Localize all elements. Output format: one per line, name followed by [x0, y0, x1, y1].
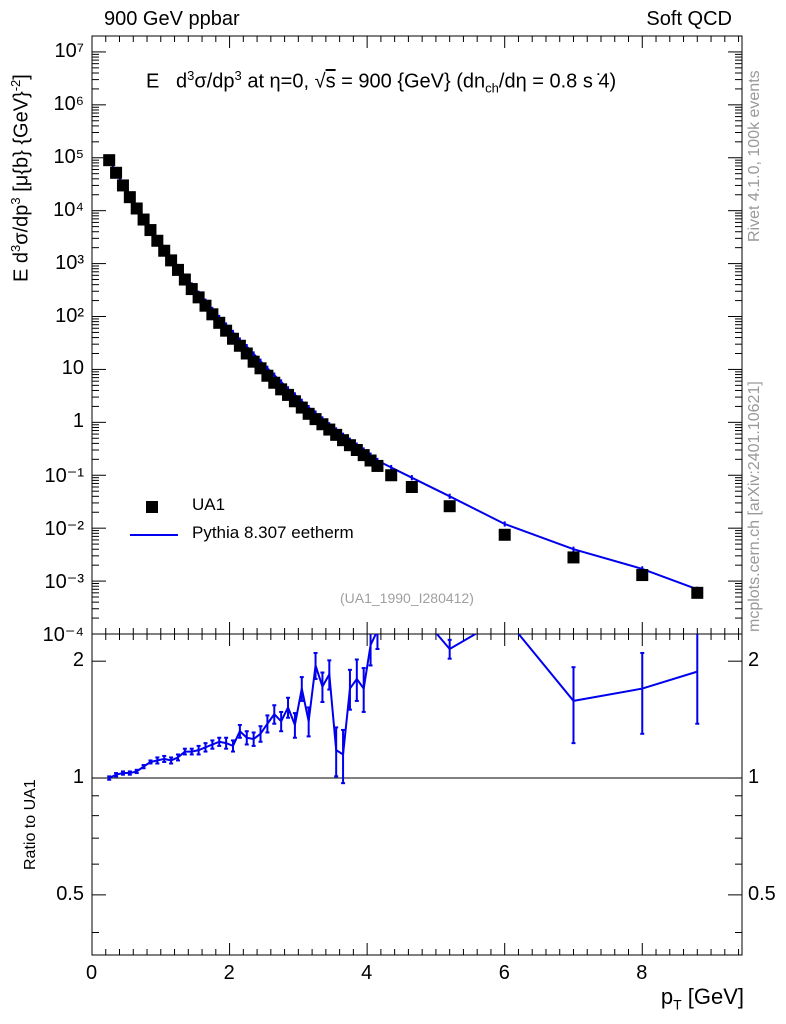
y-tick-label: 10⁶ [53, 92, 84, 115]
rivet-version-label: Rivet 4.1.0, 100k events [746, 70, 763, 242]
ua1-marker [130, 202, 143, 215]
ratio-y-tick-label: 1 [72, 766, 84, 789]
ratio-y-label: Ratio to UA1 [22, 779, 39, 870]
header-left: 900 GeV ppbar [104, 8, 240, 30]
ua1-marker [385, 469, 398, 482]
ua1-marker [567, 551, 580, 564]
y-tick-label: 10 [61, 357, 84, 380]
ratio-y-tick-label-right: 0.5 [748, 882, 776, 905]
x-tick-label: 2 [223, 962, 235, 984]
upper-frame [91, 35, 743, 635]
ua1-marker [116, 179, 129, 192]
y-tick-label: 10⁻⁴ [42, 624, 84, 646]
ua1-marker [178, 273, 191, 286]
plot-title: E d3σ/dp3 at η=0, √s = 900 {GeV} (dnch/d… [146, 68, 617, 96]
analysis-watermark: (UA1_1990_I280412) [340, 590, 474, 606]
x-axis-label: pT [GeV] [660, 984, 744, 1013]
y-tick-label: 10⁻¹ [44, 465, 84, 488]
legend-line-swatch [130, 534, 178, 536]
y-tick-label: 10⁵ [53, 145, 84, 168]
ua1-marker [171, 263, 184, 276]
y-tick-label: 10² [55, 304, 84, 327]
ua1-marker [443, 500, 456, 513]
mcplots-label: mcplots.cern.ch [arXiv:2401.10621] [746, 381, 763, 632]
ratio-y-tick-label: 2 [72, 649, 84, 672]
header-right: Soft QCD [646, 8, 732, 30]
ua1-marker [144, 224, 157, 237]
ratio-y-tick-label: 0.5 [56, 882, 84, 905]
ua1-marker [137, 213, 150, 226]
y-axis-label: E d3σ/dp3 [μ{b} {GeV}-2] [8, 74, 33, 282]
x-tick-label: 0 [86, 962, 98, 984]
ua1-marker [165, 254, 178, 267]
ratio-y-tick-label-right: 1 [748, 766, 760, 789]
ratio-y-tick-label-right: 2 [748, 649, 760, 672]
ua1-marker [636, 569, 649, 582]
y-tick-label: 10⁻² [44, 518, 84, 541]
legend-label-ua1: UA1 [192, 495, 226, 514]
ua1-marker [405, 480, 418, 493]
ratio-frame [91, 633, 743, 956]
y-tick-label: 10⁻³ [44, 571, 84, 594]
ratio-line [108, 634, 698, 779]
x-tick-label: 6 [498, 962, 510, 984]
ua1-marker [247, 355, 260, 368]
ua1-marker [498, 528, 511, 541]
ua1-marker [371, 459, 384, 472]
ua1-marker [151, 234, 164, 247]
x-tick-label: 4 [361, 962, 373, 984]
ua1-marker [123, 191, 136, 204]
ua1-marker [103, 154, 116, 167]
y-tick-label: 10⁴ [53, 198, 84, 221]
legend-label-pythia: Pythia 8.307 eetherm [192, 523, 354, 542]
ua1-marker [691, 586, 704, 599]
y-tick-label: 1 [72, 410, 84, 433]
x-tick-label: 8 [636, 962, 648, 984]
legend-marker-square [146, 501, 158, 513]
ua1-marker [158, 244, 171, 257]
ua1-marker [110, 166, 123, 179]
y-tick-label: 10⁷ [54, 39, 84, 62]
y-tick-label: 10³ [55, 251, 84, 274]
